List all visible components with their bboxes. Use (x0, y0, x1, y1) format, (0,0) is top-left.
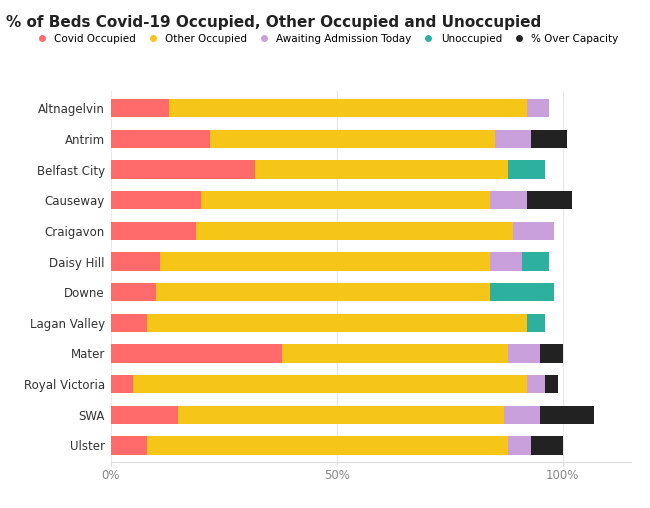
Bar (111, 375, 133, 393)
Bar (508, 436, 531, 455)
Bar (133, 375, 526, 393)
Bar (111, 161, 255, 179)
Bar (495, 130, 531, 148)
Bar (147, 313, 526, 332)
Bar (526, 375, 545, 393)
Bar (531, 436, 563, 455)
Bar (196, 221, 513, 240)
Bar (210, 130, 495, 148)
Bar (522, 252, 549, 271)
Bar (255, 161, 508, 179)
Bar (540, 344, 563, 363)
Bar (490, 252, 522, 271)
Legend: Covid Occupied, Other Occupied, Awaiting Admission Today, Unoccupied, % Over Cap: Covid Occupied, Other Occupied, Awaiting… (27, 30, 623, 48)
Bar (540, 405, 594, 424)
Bar (504, 405, 540, 424)
Bar (111, 130, 210, 148)
Bar (111, 436, 147, 455)
Bar (526, 99, 549, 117)
Bar (111, 405, 178, 424)
Bar (111, 99, 169, 117)
Bar (111, 313, 147, 332)
Bar (111, 344, 282, 363)
Bar (282, 344, 508, 363)
Bar (111, 221, 196, 240)
Bar (161, 252, 490, 271)
Bar (111, 252, 161, 271)
Bar (545, 375, 558, 393)
Bar (490, 191, 526, 209)
Bar (513, 221, 554, 240)
Bar (508, 161, 545, 179)
Bar (526, 313, 545, 332)
Bar (201, 191, 490, 209)
Bar (508, 344, 540, 363)
Bar (526, 191, 572, 209)
Text: % of Beds Covid-19 Occupied, Other Occupied and Unoccupied: % of Beds Covid-19 Occupied, Other Occup… (6, 15, 541, 30)
Bar (111, 191, 201, 209)
Bar (111, 283, 156, 301)
Bar (156, 283, 490, 301)
Bar (147, 436, 508, 455)
Bar (169, 99, 526, 117)
Bar (531, 130, 567, 148)
Bar (178, 405, 504, 424)
Bar (490, 283, 554, 301)
